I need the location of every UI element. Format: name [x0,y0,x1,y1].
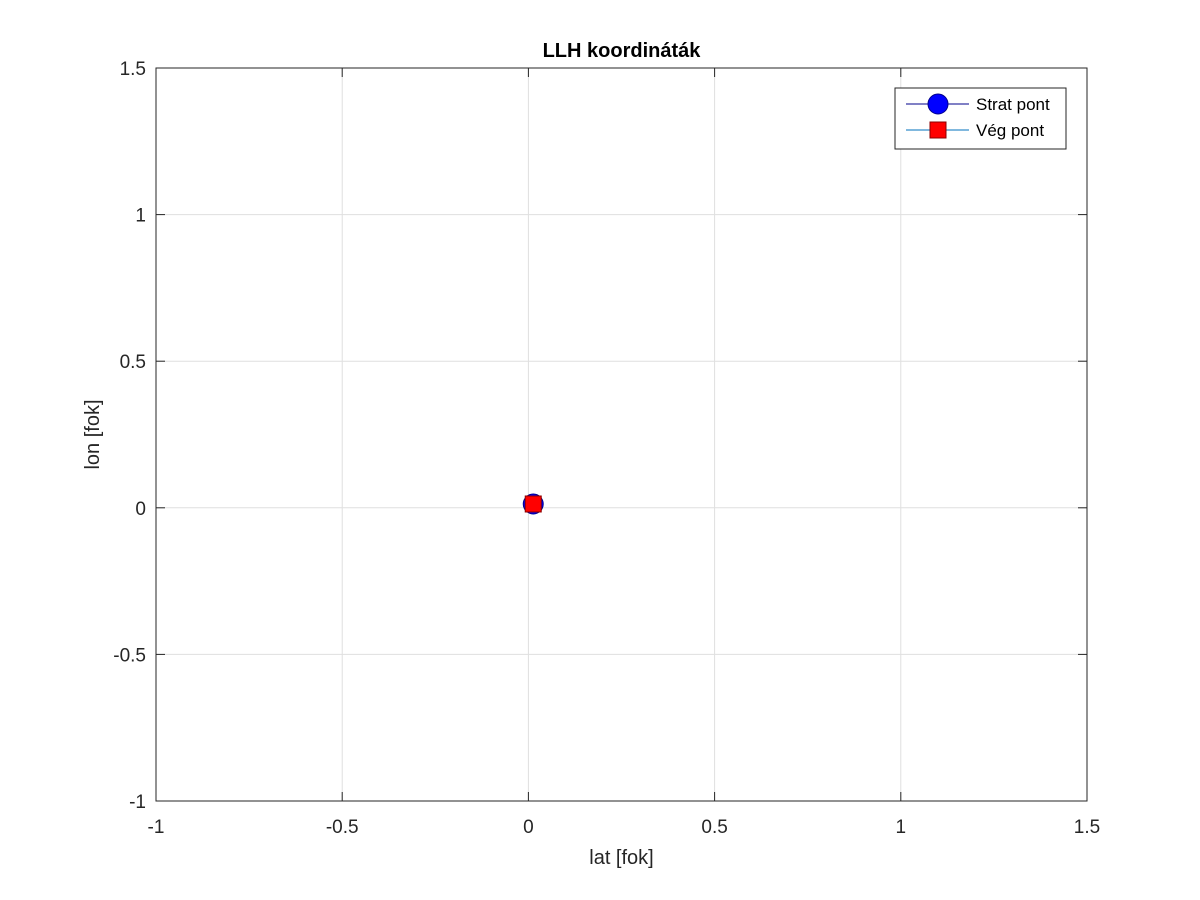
plot-area: -1 -0.5 0 0.5 1 1.5 -1 -0.5 0 0.5 1 1.5 [113,59,1100,838]
axes-box [155,67,1088,802]
x-tick-labels: -1 -0.5 0 0.5 1 1.5 [148,817,1101,838]
y-tick-label: -1 [129,792,146,813]
x-tick-label: 0 [523,817,534,838]
legend-box [894,87,1067,150]
data-markers [522,493,544,515]
y-tick-label: 1 [135,206,146,227]
legend-item: Strat pont [906,93,1050,115]
x-axis-label: lat [fok] [589,847,653,869]
y-tick-label: 0.5 [120,352,146,373]
y-tick-label: 0 [135,499,146,520]
legend-square-marker [929,121,947,139]
y-tick-label: -0.5 [113,645,146,666]
x-tick-label: -0.5 [326,817,359,838]
chart-title: LLH koordináták [543,40,702,62]
legend-circle-marker [927,93,949,115]
axis-ticks [155,67,1088,802]
y-tick-labels: -1 -0.5 0 0.5 1 1.5 [113,59,146,813]
legend-item: Vég pont [906,121,1044,140]
legend-label: Strat pont [976,95,1050,114]
x-tick-label: 0.5 [701,817,727,838]
x-tick-label: -1 [148,817,165,838]
legend-label: Vég pont [976,121,1044,140]
legend: Strat pont Vég pont [894,87,1067,150]
x-tick-label: 1 [896,817,907,838]
end-point-marker [524,495,542,513]
y-tick-label: 1.5 [120,59,146,80]
x-tick-label: 1.5 [1074,817,1100,838]
y-axis-label: lon [fok] [82,399,104,469]
axes-background [156,68,1087,801]
legend-items: Strat pont Vég pont [906,93,1050,140]
